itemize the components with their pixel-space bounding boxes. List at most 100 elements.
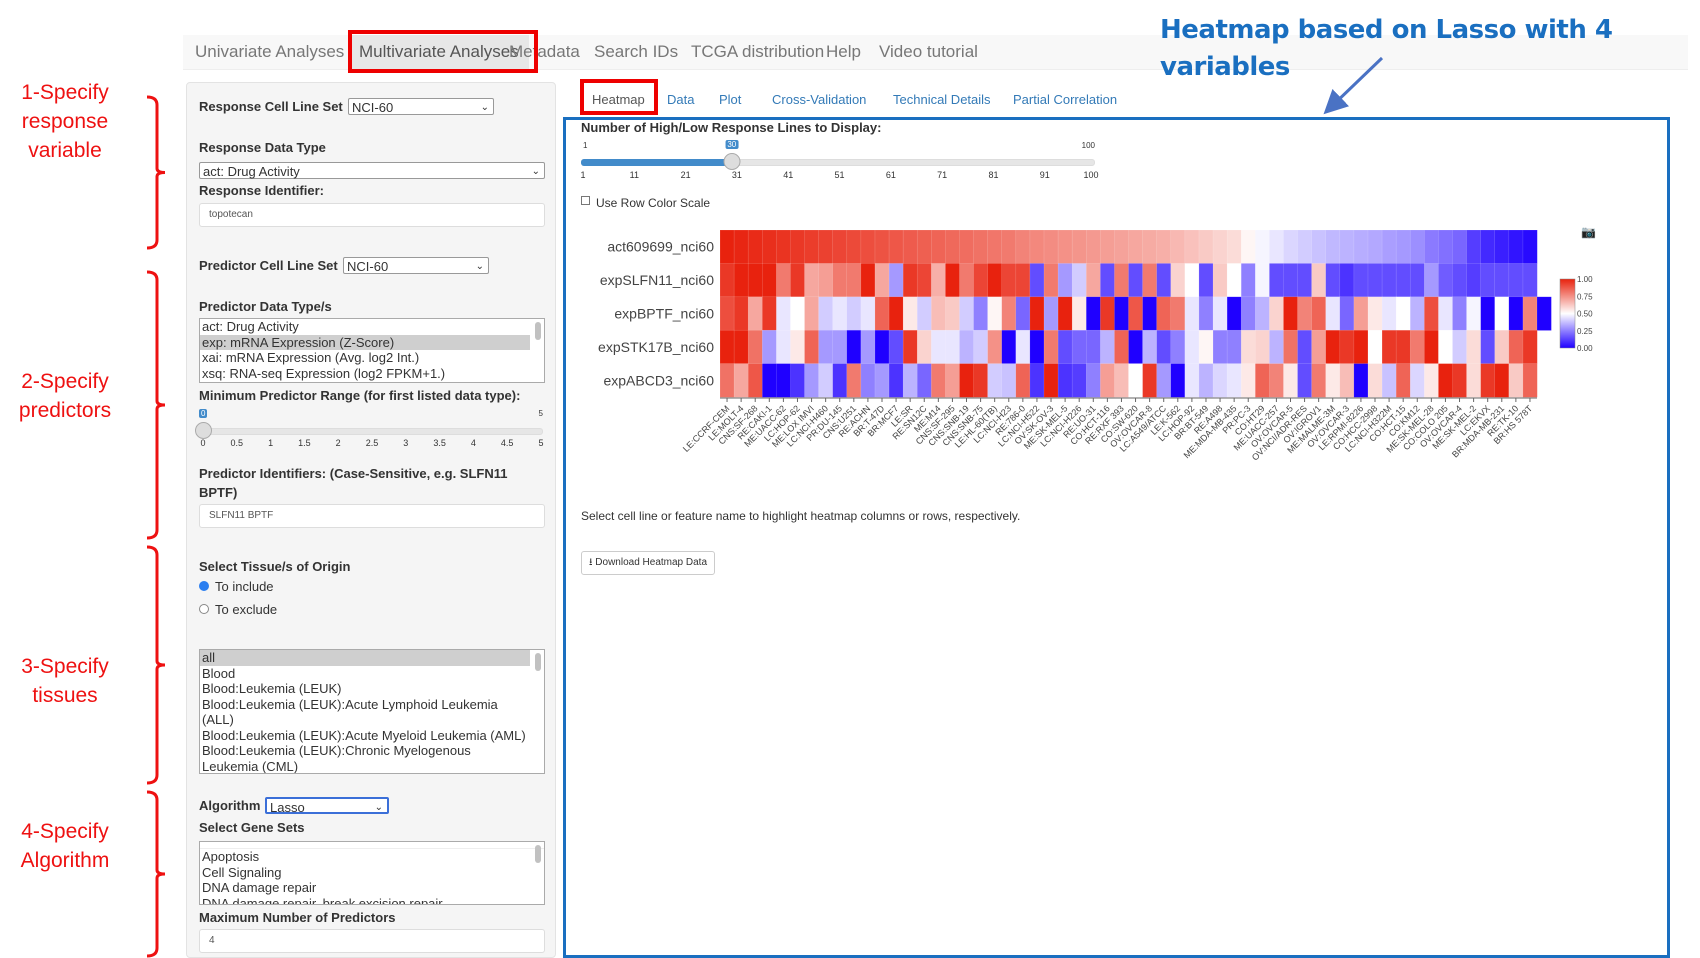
heatmap-cell[interactable] xyxy=(1255,329,1270,365)
heatmap-cell[interactable] xyxy=(1522,263,1538,298)
heatmap-cell[interactable] xyxy=(747,363,763,398)
heatmap-cell[interactable] xyxy=(1480,296,1496,331)
heatmap-cell[interactable] xyxy=(1212,329,1228,365)
list-option[interactable]: act: Drug Activity xyxy=(202,319,299,334)
heatmap-cell[interactable] xyxy=(1283,263,1299,298)
heatmap-cell[interactable] xyxy=(1184,263,1200,298)
heatmap-cell[interactable] xyxy=(1071,229,1087,264)
heatmap-cell[interactable] xyxy=(1325,329,1341,365)
heatmap-cell[interactable] xyxy=(1508,363,1524,398)
heatmap-cell[interactable] xyxy=(1452,363,1468,398)
heatmap-cell[interactable] xyxy=(860,296,876,331)
heatmap-cell[interactable] xyxy=(1536,296,1552,331)
heatmap-cell[interactable] xyxy=(959,229,975,264)
heatmap-cell[interactable] xyxy=(1057,363,1073,398)
list-option[interactable]: Leukemia (CML) xyxy=(202,758,299,774)
heatmap-cell[interactable] xyxy=(987,263,1003,298)
heatmap-cell[interactable] xyxy=(733,363,749,398)
slider-track[interactable] xyxy=(203,428,543,435)
response-identifier-input[interactable]: topotecan xyxy=(199,203,545,227)
heatmap-cell[interactable] xyxy=(818,296,834,331)
heatmap-cell[interactable] xyxy=(888,296,904,331)
heatmap-cell[interactable] xyxy=(1198,329,1214,365)
heatmap-cell[interactable] xyxy=(1128,229,1144,264)
heatmap-cell[interactable] xyxy=(1184,329,1200,365)
list-option[interactable]: all xyxy=(200,650,530,666)
heatmap-cell[interactable] xyxy=(790,229,806,264)
heatmap-row-label[interactable]: expSTK17B_nci60 xyxy=(598,339,714,355)
heatmap-cell[interactable] xyxy=(1283,229,1299,264)
heatmap-cell[interactable] xyxy=(1395,229,1411,264)
heatmap-cell[interactable] xyxy=(832,296,848,331)
list-option[interactable]: Blood:Leukemia (LEUK):Acute Myeloid Leuk… xyxy=(202,727,526,743)
heatmap-cell[interactable] xyxy=(846,229,862,264)
heatmap-cell[interactable] xyxy=(1029,329,1045,365)
list-option[interactable]: (ALL) xyxy=(202,712,234,727)
heatmap-cell[interactable] xyxy=(1142,296,1158,331)
heatmap-cell[interactable] xyxy=(1494,229,1510,264)
heatmap-cell[interactable] xyxy=(1480,363,1496,398)
camera-icon[interactable]: 📷 xyxy=(1581,225,1596,239)
heatmap-cell[interactable] xyxy=(1015,263,1031,298)
heatmap-cell[interactable] xyxy=(762,229,777,264)
heatmap-cell[interactable] xyxy=(1311,229,1327,264)
heatmap-cell[interactable] xyxy=(846,263,862,298)
heatmap-cell[interactable] xyxy=(931,296,946,331)
heatmap-cell[interactable] xyxy=(1100,363,1115,398)
heatmap-cell[interactable] xyxy=(1043,329,1059,365)
heatmap-cell[interactable] xyxy=(1226,296,1242,331)
list-option[interactable]: xai: mRNA Expression (Avg. log2 Int.) xyxy=(202,350,420,365)
heatmap-cell[interactable] xyxy=(959,329,975,365)
heatmap-cell[interactable] xyxy=(1409,329,1425,365)
heatmap-cell[interactable] xyxy=(1184,229,1200,264)
heatmap-cell[interactable] xyxy=(1311,296,1327,331)
heatmap-cell[interactable] xyxy=(874,329,890,365)
heatmap-cell[interactable] xyxy=(818,363,834,398)
heatmap-cell[interactable] xyxy=(1297,229,1313,264)
nav-tab-video-tutorial[interactable]: Video tutorial xyxy=(879,42,978,61)
heatmap-cell[interactable] xyxy=(1438,296,1454,331)
heatmap-cell[interactable] xyxy=(733,329,749,365)
heatmap-cell[interactable] xyxy=(1269,229,1284,264)
heatmap-cell[interactable] xyxy=(1142,263,1158,298)
list-option[interactable]: DNA damage repair, break excision repair xyxy=(202,895,443,905)
heatmap-cell[interactable] xyxy=(1325,363,1341,398)
heatmap-cell[interactable] xyxy=(987,329,1003,365)
heatmap-cell[interactable] xyxy=(1255,263,1270,298)
heatmap-cell[interactable] xyxy=(1438,363,1454,398)
nav-tab-tcga-distribution[interactable]: TCGA distribution xyxy=(691,42,825,61)
heatmap-cell[interactable] xyxy=(1085,329,1101,365)
heatmap-cell[interactable] xyxy=(1452,296,1468,331)
heatmap-cell[interactable] xyxy=(1043,363,1059,398)
heatmap-cell[interactable] xyxy=(790,363,806,398)
heatmap-cell[interactable] xyxy=(1142,329,1158,365)
heatmap-cell[interactable] xyxy=(1381,329,1397,365)
heatmap-cell[interactable] xyxy=(762,363,777,398)
heatmap-cell[interactable] xyxy=(1142,363,1158,398)
heatmap-cell[interactable] xyxy=(1424,296,1439,331)
heatmap-cell[interactable] xyxy=(1085,363,1101,398)
heatmap-cell[interactable] xyxy=(1029,263,1045,298)
heatmap-cell[interactable] xyxy=(902,329,918,365)
heatmap-cell[interactable] xyxy=(931,229,946,264)
heatmap-cell[interactable] xyxy=(733,296,749,331)
heatmap-cell[interactable] xyxy=(945,263,961,298)
heatmap-cell[interactable] xyxy=(1170,296,1186,331)
heatmap-cell[interactable] xyxy=(1438,263,1454,298)
heatmap-cell[interactable] xyxy=(1015,296,1031,331)
heatmap-cell[interactable] xyxy=(931,329,946,365)
heatmap-cell[interactable] xyxy=(1297,329,1313,365)
heatmap-cell[interactable] xyxy=(1184,363,1200,398)
heatmap-cell[interactable] xyxy=(1508,296,1524,331)
heatmap-cell[interactable] xyxy=(1269,329,1284,365)
heatmap-cell[interactable] xyxy=(1339,263,1355,298)
heatmap-row-label[interactable]: expABCD3_nci60 xyxy=(603,372,714,388)
heatmap-cell[interactable] xyxy=(902,363,918,398)
heatmap-cell[interactable] xyxy=(1508,229,1524,264)
heatmap-cell[interactable] xyxy=(1424,363,1439,398)
heatmap-cell[interactable] xyxy=(1395,363,1411,398)
heatmap-cell[interactable] xyxy=(1128,329,1144,365)
heatmap-cell[interactable] xyxy=(790,263,806,298)
heatmap-cell[interactable] xyxy=(973,329,989,365)
heatmap-cell[interactable] xyxy=(1311,363,1327,398)
